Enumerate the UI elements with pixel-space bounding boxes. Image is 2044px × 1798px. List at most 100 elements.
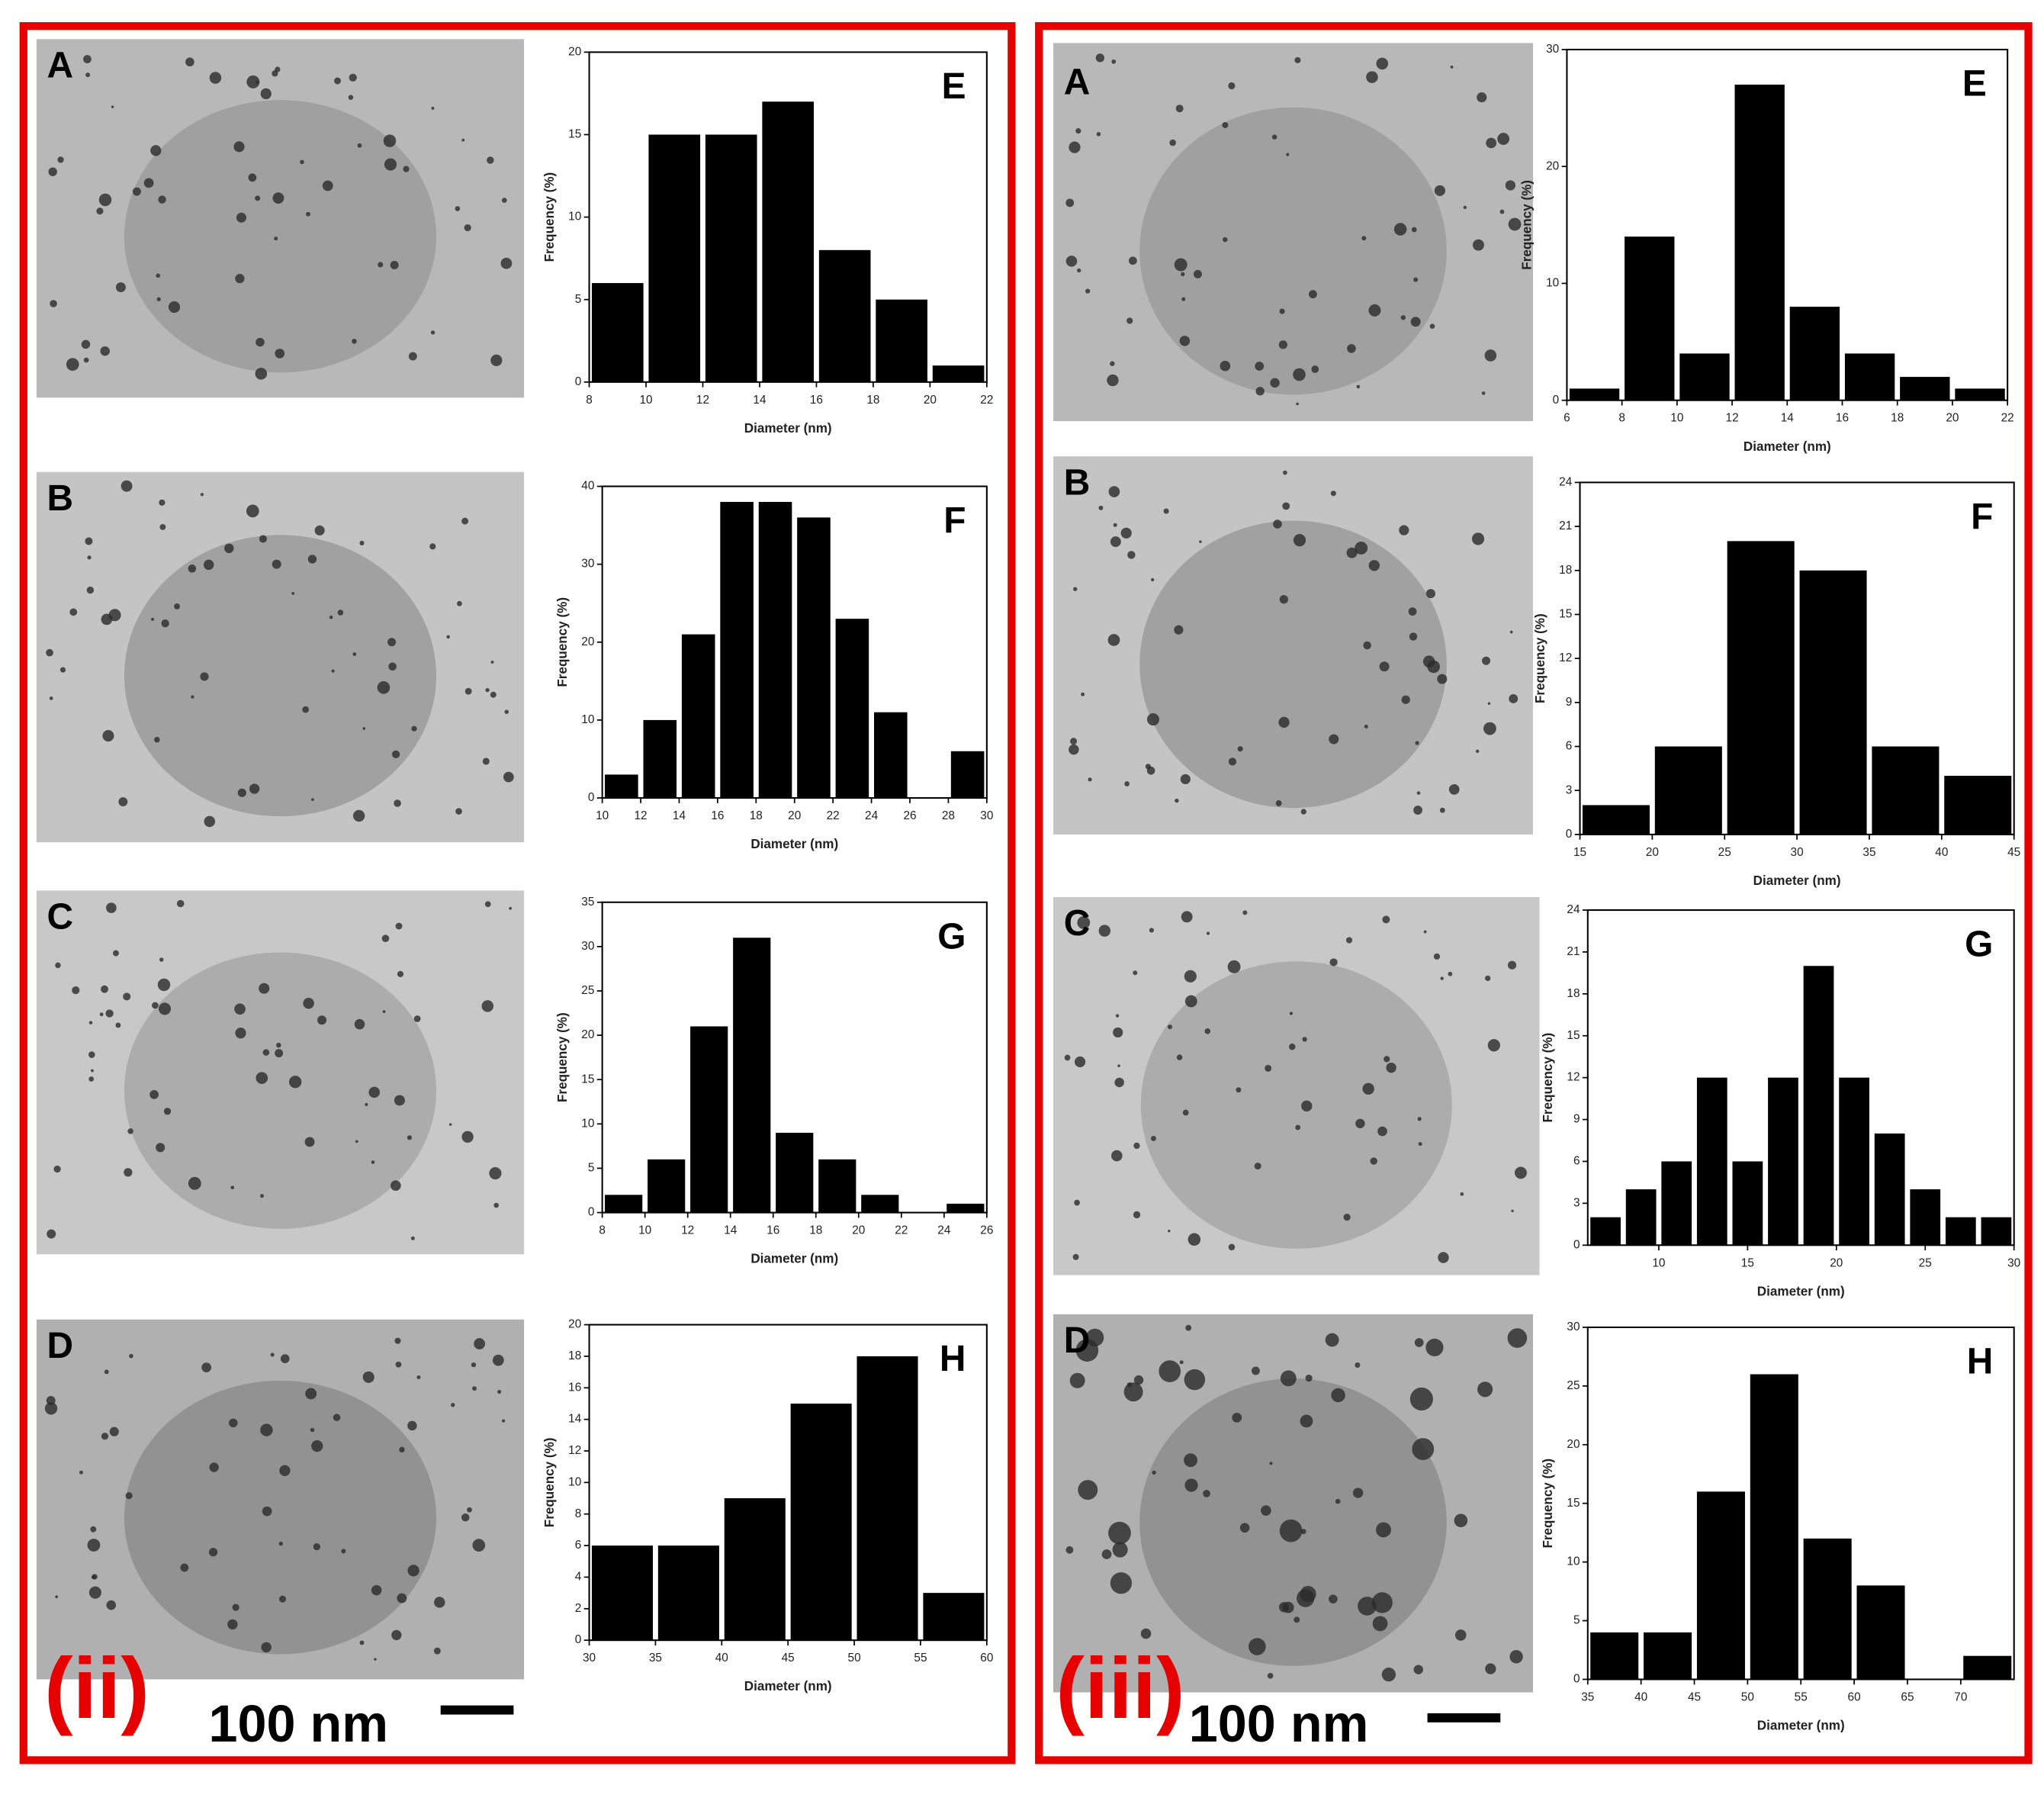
particle xyxy=(1384,1056,1390,1063)
particle xyxy=(151,617,154,621)
particle xyxy=(159,523,166,530)
particle xyxy=(123,992,131,1001)
x-tick-label: 12 xyxy=(681,1224,694,1237)
x-tick-label: 20 xyxy=(924,394,937,407)
particle xyxy=(1423,930,1427,934)
particle xyxy=(49,696,53,700)
particle xyxy=(1355,1362,1361,1368)
particle xyxy=(411,725,417,732)
particle xyxy=(1438,1252,1449,1263)
y-tick-label: 30 xyxy=(581,940,594,953)
particle xyxy=(272,70,278,77)
bar xyxy=(690,1026,728,1213)
particle xyxy=(1113,1027,1123,1038)
particle xyxy=(248,173,257,182)
particle xyxy=(1355,541,1368,555)
particle xyxy=(1203,1490,1210,1497)
particle xyxy=(275,1049,284,1058)
particle xyxy=(1297,1589,1315,1607)
particle xyxy=(1509,1650,1523,1664)
particle xyxy=(384,158,397,171)
particle xyxy=(203,559,214,571)
particle xyxy=(1399,525,1409,536)
particle xyxy=(108,609,121,622)
particle xyxy=(1379,661,1390,672)
x-tick-label: 8 xyxy=(586,394,593,407)
x-tick-label: 40 xyxy=(1935,846,1948,859)
particle xyxy=(500,257,513,269)
particle xyxy=(455,808,462,815)
particle xyxy=(1294,56,1301,63)
y-tick-label: 35 xyxy=(581,896,594,909)
particle xyxy=(1069,141,1081,153)
bar xyxy=(1696,1491,1745,1680)
x-axis-label: Diameter (nm) xyxy=(744,1679,832,1693)
particle xyxy=(124,1168,133,1177)
y-tick-label: 6 xyxy=(1566,740,1573,753)
particle xyxy=(1477,92,1487,103)
particle xyxy=(1482,656,1491,665)
particle xyxy=(457,600,462,606)
particle xyxy=(1265,1065,1272,1072)
particle xyxy=(1163,508,1169,514)
particle xyxy=(1133,1211,1141,1219)
particle xyxy=(403,166,410,172)
x-tick-label: 20 xyxy=(852,1224,865,1237)
particle xyxy=(1368,304,1381,317)
particle xyxy=(355,1140,358,1143)
bar xyxy=(1844,353,1895,400)
particle xyxy=(1415,741,1419,745)
particle xyxy=(201,1362,212,1373)
particle xyxy=(1347,344,1356,353)
particle xyxy=(191,695,194,699)
particle xyxy=(493,1202,499,1208)
bar xyxy=(1750,1374,1798,1680)
particle xyxy=(371,1160,375,1164)
particle xyxy=(87,1539,101,1552)
particle xyxy=(337,610,344,616)
y-tick-label: 30 xyxy=(1546,43,1559,56)
particle xyxy=(1364,725,1368,729)
particle xyxy=(275,349,285,359)
particle xyxy=(306,211,310,217)
scale-bar xyxy=(440,1705,514,1715)
bar xyxy=(950,751,985,799)
particle xyxy=(1308,290,1317,299)
particle xyxy=(233,141,245,153)
y-tick-label: 0 xyxy=(575,1633,582,1646)
particle xyxy=(1228,757,1237,766)
particle xyxy=(1293,534,1306,547)
particle xyxy=(305,1388,317,1400)
particle xyxy=(99,1012,104,1017)
particle xyxy=(1232,1412,1242,1423)
particle xyxy=(1412,1438,1435,1460)
bar xyxy=(874,712,908,799)
particle xyxy=(1410,317,1421,327)
particle xyxy=(1228,1243,1236,1251)
particle xyxy=(1411,227,1417,233)
particle xyxy=(362,727,366,730)
particle xyxy=(1331,1388,1345,1403)
x-tick-label: 16 xyxy=(711,809,724,822)
particle xyxy=(1413,806,1422,815)
particle xyxy=(492,1354,504,1366)
particle xyxy=(349,73,357,82)
x-tick-label: 15 xyxy=(1573,846,1586,859)
y-axis-label: Frequency (%) xyxy=(1541,1459,1555,1549)
x-tick-label: 22 xyxy=(895,1224,908,1237)
particle xyxy=(204,815,216,828)
particle xyxy=(1273,519,1282,529)
particle xyxy=(313,1542,320,1551)
x-tick-label: 25 xyxy=(1718,846,1731,859)
particle xyxy=(111,105,114,108)
particle xyxy=(163,1108,172,1115)
bar xyxy=(818,1159,856,1213)
y-tick-label: 3 xyxy=(1573,1196,1580,1209)
chart-title: H xyxy=(1967,1341,1994,1381)
y-axis-label: Frequency (%) xyxy=(1541,1033,1555,1123)
particle xyxy=(1199,540,1202,543)
particle xyxy=(464,224,471,232)
particle xyxy=(1433,953,1441,960)
particle xyxy=(1077,915,1091,929)
